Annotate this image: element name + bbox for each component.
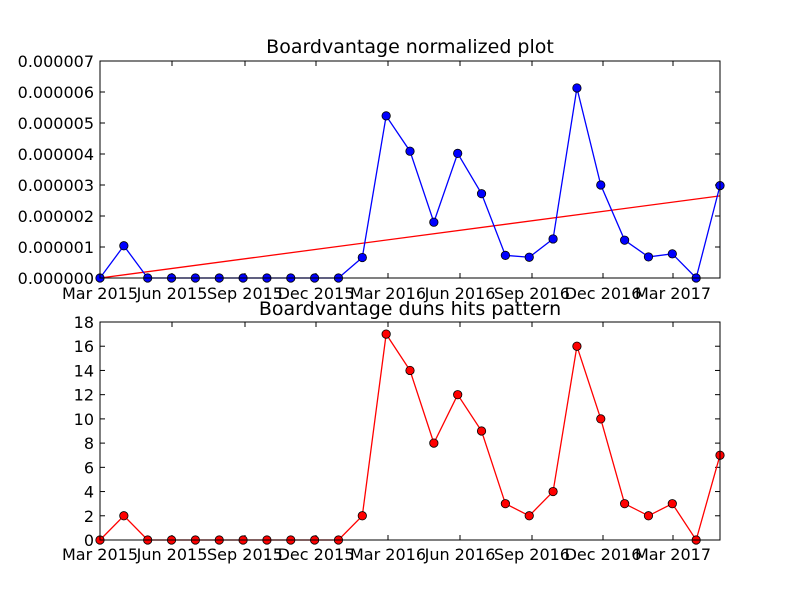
- y-tick-label: 0.000005: [18, 114, 94, 133]
- y-tick-label: 4: [84, 483, 94, 502]
- x-tick-label: Dec 2015: [278, 284, 355, 303]
- y-tick-label: 0.000007: [18, 52, 94, 71]
- y-tick-label: 8: [84, 434, 94, 453]
- x-tick-label: Mar 2017: [635, 284, 711, 303]
- y-tick-label: 16: [74, 337, 94, 356]
- data-point: [500, 499, 510, 509]
- y-tick-label: 0.000004: [18, 145, 94, 164]
- data-point: [596, 414, 606, 424]
- y-tick-label: 0.000003: [18, 176, 94, 195]
- data-point: [381, 111, 391, 121]
- x-tick-label: Dec 2016: [565, 284, 642, 303]
- data-point: [500, 250, 510, 260]
- data-point: [357, 511, 367, 521]
- data-point: [548, 486, 558, 497]
- x-tick-label: Sep 2015: [207, 284, 283, 303]
- data-point: [524, 252, 534, 262]
- trend-line: [99, 195, 721, 279]
- plot-frame: [99, 60, 721, 279]
- data-point: [620, 499, 630, 509]
- y-tick-label: 18: [74, 313, 94, 332]
- data-point: [381, 329, 391, 339]
- y-tick-label: 0.000006: [18, 83, 94, 102]
- data-point: [667, 499, 677, 509]
- x-tick-label: Mar 2016: [350, 545, 426, 564]
- x-tick-label: Sep 2016: [494, 284, 570, 303]
- y-tick-label: 0.000002: [18, 207, 94, 226]
- data-point: [453, 390, 463, 400]
- x-tick-label: Jun 2016: [424, 545, 496, 564]
- series-line: [99, 332, 721, 542]
- data-point: [476, 426, 487, 436]
- x-tick-label: Sep 2016: [494, 545, 570, 564]
- x-tick-label: Mar 2015: [62, 284, 138, 303]
- data-point: [405, 146, 415, 156]
- y-tick-label: 0.000001: [18, 238, 94, 257]
- data-point: [643, 511, 654, 521]
- y-tick-label: 10: [74, 410, 94, 429]
- data-point: [667, 249, 677, 259]
- data-point: [476, 189, 487, 199]
- series-line: [99, 87, 721, 280]
- data-point: [596, 180, 606, 190]
- y-tick-label: 0: [84, 531, 94, 550]
- chart-title: Boardvantage normalized plot: [266, 36, 554, 58]
- x-tick-label: Sep 2015: [207, 545, 283, 564]
- x-tick-label: Mar 2016: [350, 284, 426, 303]
- y-tick-label: 2: [84, 507, 94, 526]
- data-point: [620, 235, 630, 245]
- data-point: [119, 511, 129, 521]
- x-tick-label: Mar 2017: [635, 545, 711, 564]
- data-point: [429, 217, 439, 227]
- data-point: [643, 252, 654, 262]
- x-tick-label: Jun 2015: [136, 545, 208, 564]
- plot-frame: [99, 321, 721, 541]
- data-point: [405, 365, 415, 376]
- data-point: [119, 241, 129, 251]
- data-point: [548, 234, 558, 244]
- y-tick-label: 0.000000: [18, 269, 94, 288]
- y-tick-label: 14: [74, 361, 94, 380]
- x-tick-label: Jun 2015: [136, 284, 208, 303]
- data-point: [453, 148, 463, 158]
- y-tick-label: 12: [74, 386, 94, 405]
- y-tick-label: 6: [84, 458, 94, 477]
- x-tick-label: Dec 2015: [278, 545, 355, 564]
- x-tick-label: Jun 2016: [424, 284, 496, 303]
- data-point: [357, 252, 367, 263]
- chart-title: Boardvantage duns hits pattern: [259, 298, 561, 320]
- data-point: [572, 83, 582, 93]
- x-tick-label: Mar 2015: [62, 545, 138, 564]
- data-point: [572, 341, 582, 351]
- data-point: [429, 438, 439, 448]
- x-tick-label: Dec 2016: [565, 545, 642, 564]
- data-point: [524, 511, 534, 521]
